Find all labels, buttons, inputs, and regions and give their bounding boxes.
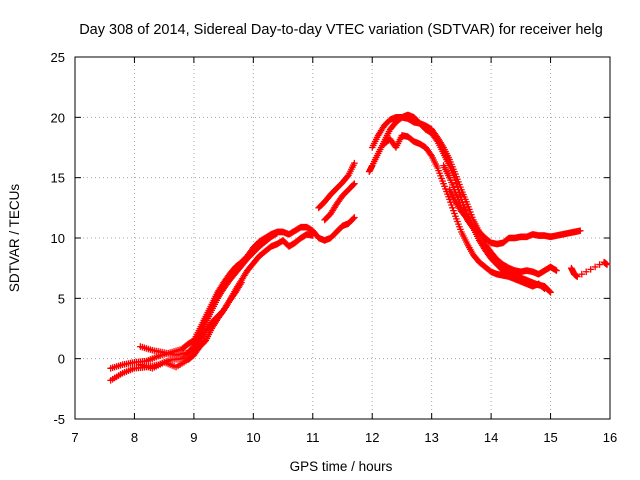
series-track-4	[137, 279, 245, 372]
y-tick-label: 20	[51, 110, 65, 125]
data-point	[576, 227, 584, 235]
data-point	[591, 263, 599, 271]
series-track-10	[440, 162, 584, 248]
y-tick-label: 15	[51, 171, 65, 186]
data-point	[547, 289, 554, 296]
y-tick-label: 5	[58, 291, 65, 306]
y-axis-label: SDTVAR / TECUs	[7, 184, 22, 293]
series-track-8	[368, 114, 560, 278]
x-tick-label: 10	[246, 430, 260, 445]
x-tick-label: 7	[71, 430, 78, 445]
series-track-11	[446, 186, 471, 222]
data-point	[603, 261, 611, 268]
data-point	[578, 270, 586, 278]
data-point	[546, 287, 553, 295]
data-point	[596, 261, 603, 268]
x-tick-label: 8	[131, 430, 138, 445]
data-point	[582, 268, 590, 276]
data-point	[350, 215, 357, 222]
series-track-9	[380, 132, 548, 292]
data-point	[273, 229, 281, 237]
data-point	[574, 273, 581, 280]
data-point	[351, 214, 358, 221]
x-tick-labels: 7 8 9 10 11 12 13 14 15 16	[71, 430, 617, 445]
data-point	[541, 285, 548, 292]
data-point	[351, 159, 358, 167]
x-tick-label: 13	[424, 430, 438, 445]
y-tick-label: 0	[58, 352, 65, 367]
y-tick-label: 10	[51, 231, 65, 246]
data-point	[350, 181, 357, 189]
x-tick-label: 12	[365, 430, 379, 445]
plot-frame	[74, 56, 611, 420]
series-track-3	[137, 229, 281, 359]
x-tick-label: 15	[543, 430, 557, 445]
x-tick-label: 14	[484, 430, 498, 445]
x-tick-label: 9	[190, 430, 197, 445]
y-tick-labels: -5 0 5 10 15 20 25	[51, 50, 65, 427]
y-tick-label: 25	[51, 50, 65, 65]
series-track-5	[315, 159, 358, 212]
data-point	[464, 215, 471, 222]
series-track-12	[568, 258, 611, 280]
data-points	[107, 111, 611, 384]
data-point	[351, 180, 358, 187]
data-point	[553, 267, 560, 274]
x-tick-label: 16	[603, 430, 617, 445]
chart-title: Day 308 of 2014, Sidereal Day-to-day VTE…	[79, 22, 603, 38]
data-point	[540, 284, 547, 292]
data-point	[238, 279, 245, 286]
data-point	[463, 214, 470, 221]
data-point	[427, 151, 434, 158]
data-point	[587, 266, 594, 273]
data-point	[309, 232, 317, 239]
x-tick-label: 11	[306, 430, 320, 445]
x-axis-label: GPS time / hours	[290, 459, 393, 474]
y-tick-label: -5	[53, 412, 65, 427]
series-track-6	[321, 180, 358, 224]
